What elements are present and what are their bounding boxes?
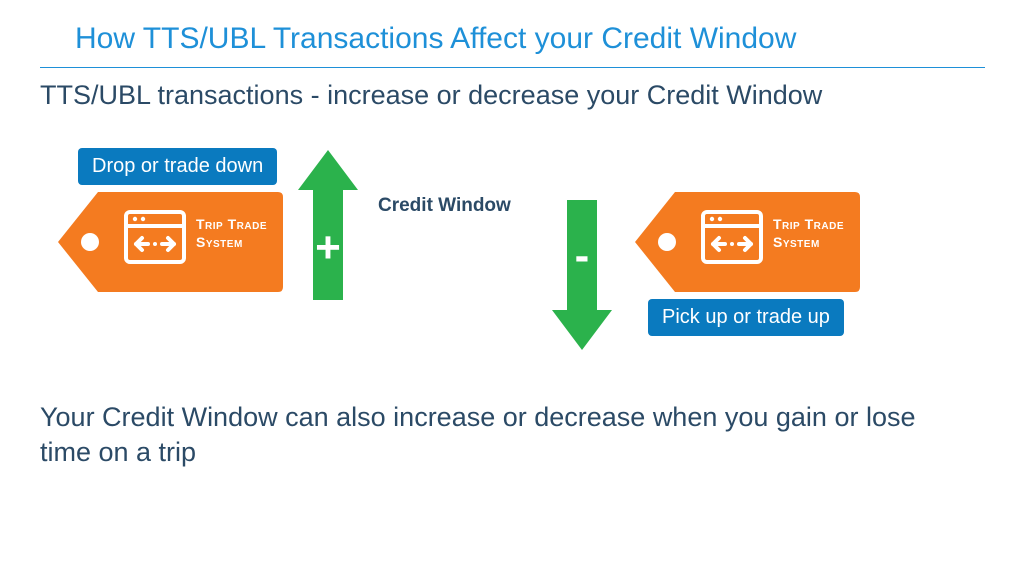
tag-label-line2: System xyxy=(196,234,267,252)
tag-label-line1: Trip Trade xyxy=(773,216,844,234)
trip-trade-tag-left: Trip Trade System xyxy=(58,192,283,292)
tag-label-line1: Trip Trade xyxy=(196,216,267,234)
svg-text:-: - xyxy=(575,231,590,280)
title-divider xyxy=(40,67,985,68)
up-arrow-icon: + xyxy=(298,150,358,300)
trip-trade-tag-right: Trip Trade System xyxy=(635,192,860,292)
tag-label-line2: System xyxy=(773,234,844,252)
drop-trade-badge: Drop or trade down xyxy=(78,148,277,185)
pickup-trade-badge: Pick up or trade up xyxy=(648,299,844,336)
slide-title: How TTS/UBL Transactions Affect your Cre… xyxy=(75,22,796,56)
slide-footer-text: Your Credit Window can also increase or … xyxy=(40,400,960,470)
credit-window-label: Credit Window xyxy=(378,195,511,217)
down-arrow-icon: - xyxy=(552,200,612,350)
slide-subtitle: TTS/UBL transactions - increase or decre… xyxy=(40,80,822,111)
svg-text:+: + xyxy=(315,223,341,272)
